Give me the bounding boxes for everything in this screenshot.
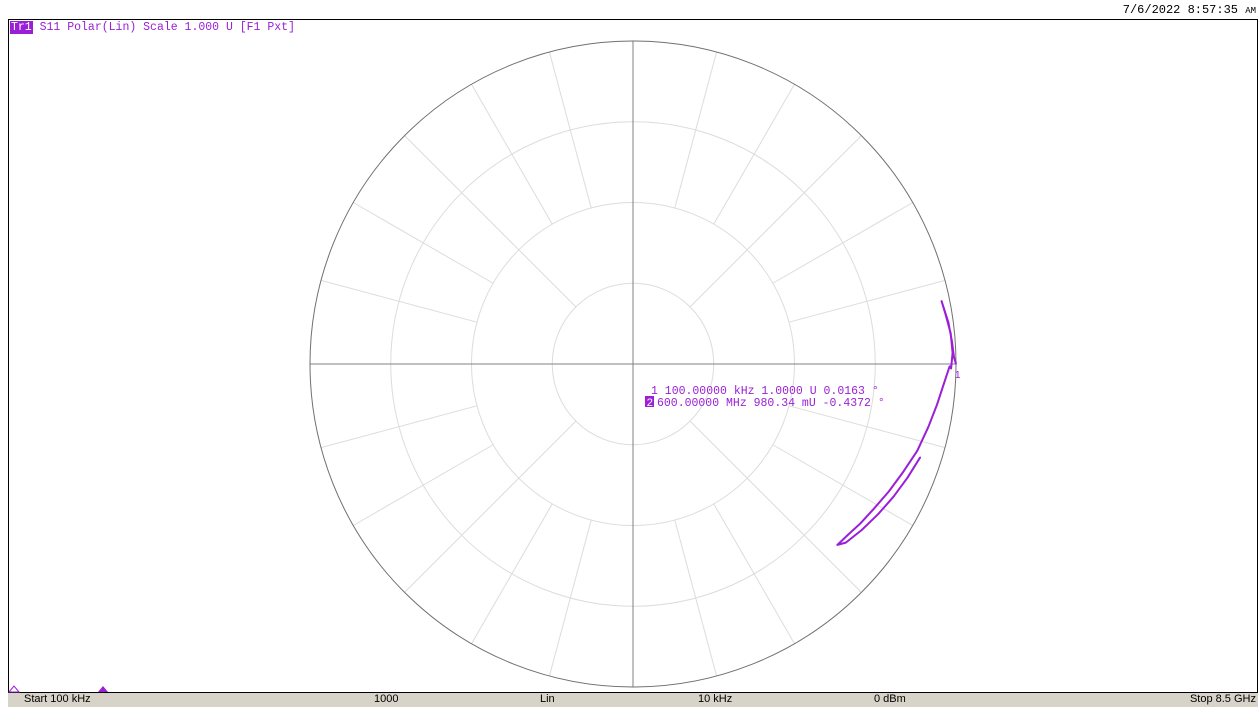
trace-title[interactable]: Tr1 S11 Polar(Lin) Scale 1.000 U [F1 Pxt… (10, 21, 295, 34)
trace-point-12 (936, 403, 939, 405)
trace-point-7 (949, 332, 952, 335)
trace-point-6 (944, 313, 947, 316)
grid-spoke-300 (713, 503, 795, 644)
trace-point-21 (844, 541, 847, 544)
status-bar: Start 100 kHz 1000 Lin 10 kHz 0 dBm Stop… (8, 693, 1258, 707)
trace-point-25 (906, 476, 909, 479)
trace-point-1 (955, 363, 957, 365)
trace-point-2 (953, 356, 955, 359)
timestamp: 7/6/2022 8:57:35 AM (1122, 3, 1256, 17)
grid-spoke-195 (320, 405, 478, 449)
trace-point-13 (927, 425, 930, 428)
trace-label: S11 Polar(Lin) Scale 1.000 U [F1 Pxt] (39, 21, 295, 34)
grid-spoke-150 (353, 202, 494, 284)
marker-1-readout: 1 100.00000 kHz 1.0000 U 0.0163 ° (651, 385, 879, 398)
trace-point-15 (901, 472, 904, 474)
polar-chart: 1 1 100.00000 kHz 1.0000 U 0.0163 °2 600.0… (309, 40, 961, 688)
if-bandwidth[interactable]: 10 kHz (698, 693, 733, 705)
grid-spoke-345 (788, 405, 946, 449)
trace-point-11 (943, 382, 945, 384)
trace-point-18 (859, 522, 862, 525)
trace-point-20 (836, 544, 839, 546)
trace-point-23 (877, 513, 879, 516)
grid-spoke-285 (674, 519, 718, 677)
polar-plot-area[interactable]: 1 1 100.00000 kHz 1.0000 U 0.0163 ° 2 600.0… (8, 19, 1258, 693)
marker-1-symbol: 1 (955, 370, 961, 381)
trace-point-9 (950, 367, 952, 370)
trace-point-22 (860, 529, 863, 531)
marker-2-badge (645, 396, 654, 407)
grid-spoke-120 (471, 84, 553, 225)
trace-point-4 (947, 321, 950, 324)
grid-spoke-60 (713, 84, 795, 225)
grid-spoke-135 (404, 135, 577, 308)
trace-point-17 (873, 507, 875, 510)
trace-point-26 (919, 456, 922, 459)
trace-point-10 (948, 365, 951, 368)
start-frequency[interactable]: Start 100 kHz (24, 693, 91, 705)
grid-spoke-30 (772, 202, 913, 284)
trace-point-19 (847, 534, 849, 536)
trace-line-1 (836, 300, 957, 546)
stop-frequency[interactable]: Stop 8.5 GHz (1189, 693, 1256, 705)
trace-point-14 (916, 450, 918, 452)
points-count[interactable]: 1000 (374, 693, 399, 705)
grid-spoke-315 (689, 420, 862, 593)
grid-spoke-225 (404, 420, 577, 593)
trace-point-5 (940, 300, 943, 303)
grid-spoke-15 (788, 279, 946, 323)
grid-spoke-165 (320, 279, 478, 323)
grid-spoke-255 (548, 519, 592, 677)
stimulus-marker-triangle-icon[interactable] (97, 684, 109, 693)
trace-point-16 (888, 490, 890, 493)
marker-2-readout: 600.00000 MHz 980.34 mU -0.4372 ° (657, 397, 885, 410)
power-level[interactable]: 0 dBm (874, 693, 906, 705)
sweep-type[interactable]: Lin (540, 693, 555, 705)
grid-spoke-105 (548, 51, 592, 209)
trace-point-24 (892, 495, 895, 498)
trace-point-3 (951, 340, 953, 343)
grid-spoke-240 (471, 503, 553, 644)
trace-point-8 (951, 352, 954, 354)
marker-2-badge-num: 2 (647, 398, 654, 410)
grid-spoke-45 (689, 135, 862, 308)
trace-badge[interactable]: Tr1 (10, 21, 33, 34)
grid-spoke-75 (674, 51, 718, 209)
stimulus-start-triangle-icon[interactable] (8, 684, 20, 693)
grid-spoke-210 (353, 444, 494, 526)
grid-spoke-330 (772, 444, 913, 526)
